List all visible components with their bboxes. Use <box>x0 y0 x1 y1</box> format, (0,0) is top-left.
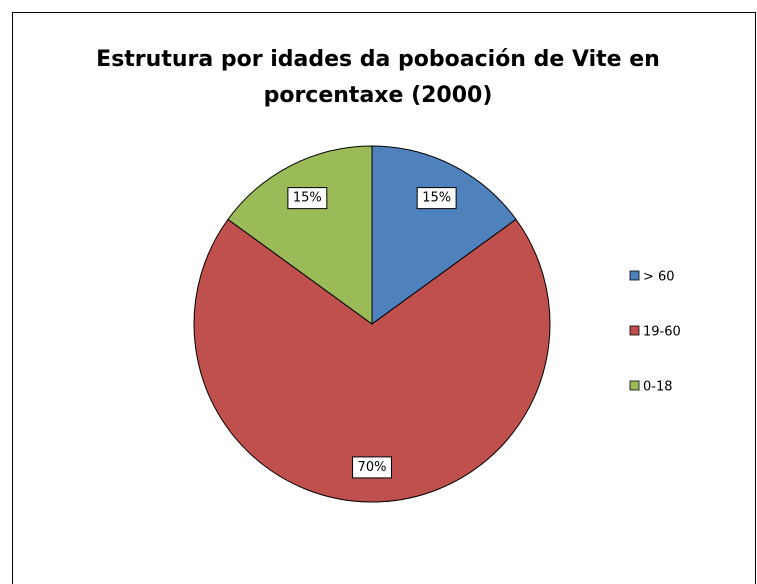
data-label-box <box>416 187 457 210</box>
data-label-box <box>287 187 328 210</box>
data-label: 15% <box>293 191 322 206</box>
legend-swatch <box>629 325 640 336</box>
data-label: 70% <box>358 460 387 475</box>
pie-slice <box>227 145 373 325</box>
pie-slice <box>193 218 551 503</box>
legend-swatch <box>629 380 640 391</box>
legend-swatch <box>629 270 640 281</box>
legend-label: 19-60 <box>643 325 681 340</box>
pie-slice <box>371 145 517 325</box>
legend-label: > 60 <box>643 270 675 285</box>
legend-label: 0-18 <box>643 380 673 395</box>
chart-title: Estrutura por idades da poboación de Vit… <box>96 47 660 108</box>
data-label-box <box>352 456 392 479</box>
data-label: 15% <box>422 191 451 206</box>
